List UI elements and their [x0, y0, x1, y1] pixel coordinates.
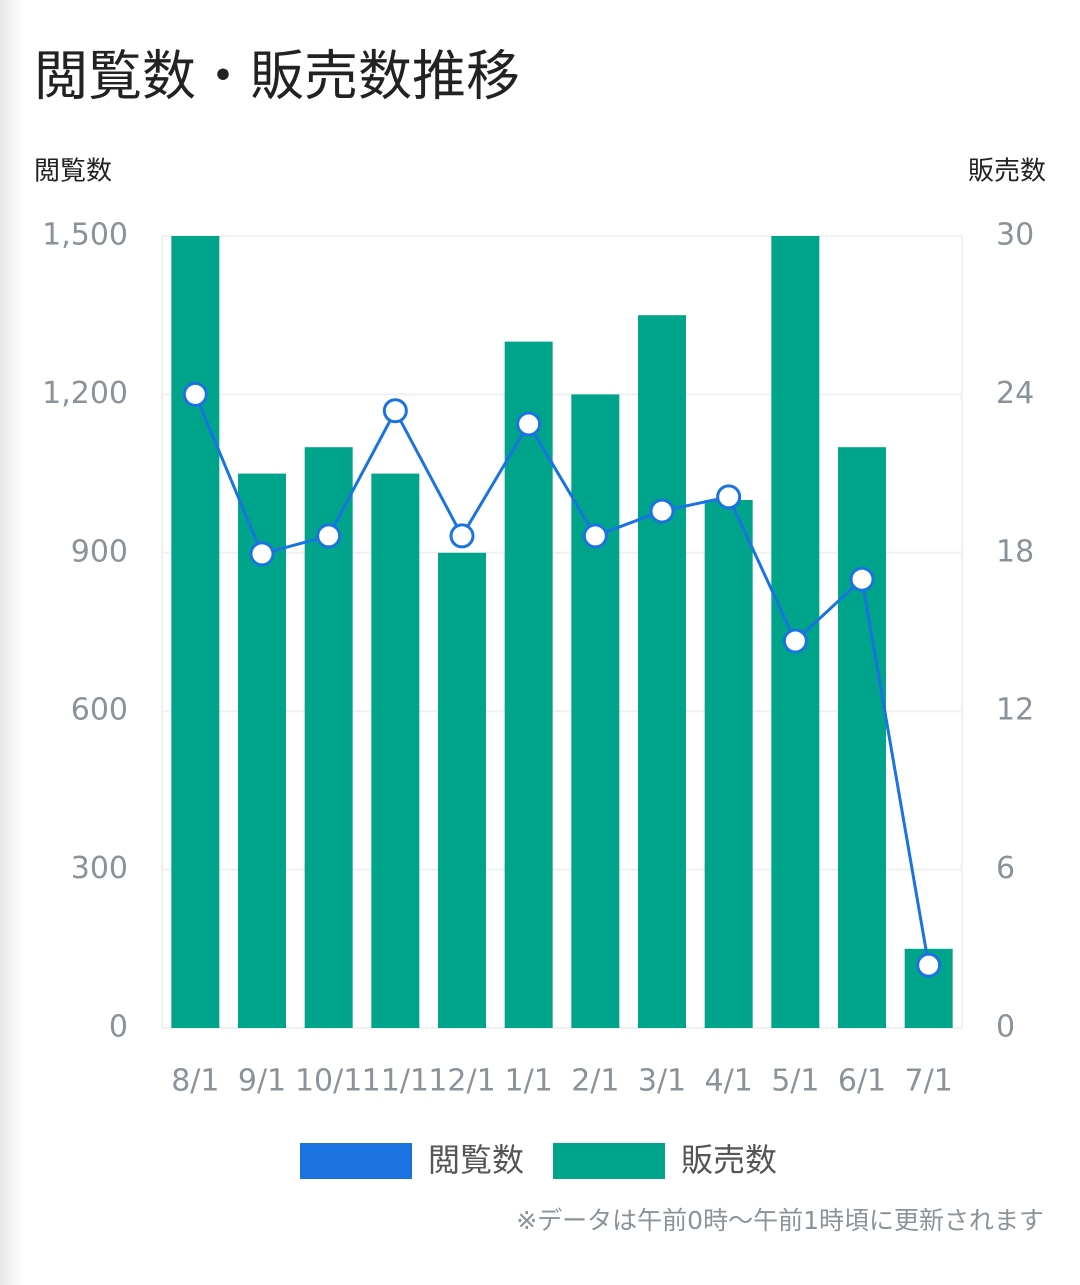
bar — [171, 236, 220, 1028]
point — [316, 523, 342, 549]
y2-tick-label: 12 — [996, 693, 1034, 728]
x-tick-label: 11/1 — [362, 1064, 429, 1099]
x-tick-label: 8/1 — [171, 1064, 219, 1099]
bar — [571, 394, 620, 1028]
x-tick-label: 9/1 — [238, 1064, 286, 1099]
x-tick-label: 10/1 — [295, 1064, 362, 1099]
y-tick-label: 1,200 — [42, 376, 128, 411]
bar — [638, 315, 686, 1028]
y2-axis-label: 販売数 — [968, 157, 1046, 187]
chart-title: 閲覧数・販売数推移 — [34, 45, 520, 108]
x-tick-label: 4/1 — [705, 1064, 753, 1099]
edge-shadow — [0, 0, 24, 1285]
y-tick-label: 900 — [71, 534, 128, 569]
x-tick-label: 2/1 — [571, 1064, 619, 1099]
y2-tick-label: 30 — [996, 218, 1034, 253]
bar — [504, 341, 553, 1029]
footnote: ※データは午前0時〜午前1時頃に更新されます — [516, 1206, 1044, 1235]
y-axis-label: 閲覧数 — [34, 157, 112, 187]
x-tick-label: 1/1 — [505, 1064, 553, 1099]
y-tick-label: 1,500 — [42, 218, 128, 253]
x-tick-label: 6/1 — [838, 1064, 886, 1099]
y-tick-label: 600 — [71, 693, 128, 728]
point — [182, 381, 208, 407]
x-tick-label: 12/1 — [428, 1064, 495, 1099]
legend-swatch — [553, 1143, 665, 1179]
legend-label: 閲覧数 — [428, 1141, 524, 1179]
point — [249, 541, 275, 567]
y-tick-label: 0 — [109, 1010, 128, 1045]
point — [716, 484, 742, 510]
point — [449, 523, 475, 549]
point — [782, 628, 808, 654]
y2-tick-label: 24 — [996, 376, 1034, 411]
point — [649, 498, 675, 524]
y2-tick-label: 18 — [996, 534, 1034, 569]
point — [849, 566, 875, 592]
point — [582, 523, 608, 549]
x-tick-label: 7/1 — [905, 1064, 953, 1099]
legend-label: 販売数 — [681, 1141, 777, 1179]
bar — [704, 500, 753, 1028]
x-tick-label: 5/1 — [771, 1064, 819, 1099]
x-tick-label: 3/1 — [638, 1064, 686, 1099]
point — [516, 411, 542, 437]
bar — [438, 552, 486, 1028]
point — [382, 398, 408, 424]
y2-tick-label: 0 — [996, 1010, 1015, 1045]
bar — [371, 473, 420, 1029]
y2-tick-label: 6 — [996, 851, 1015, 886]
y-tick-label: 300 — [71, 851, 128, 886]
legend-swatch — [300, 1143, 412, 1179]
point — [916, 952, 942, 978]
bar — [838, 447, 886, 1028]
